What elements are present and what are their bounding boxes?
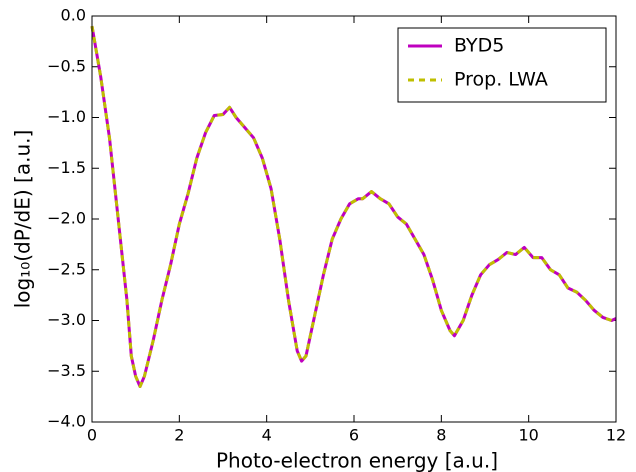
legend-label: BYD5	[454, 35, 504, 57]
y-tick-label: 0.0	[61, 6, 86, 25]
x-axis-label: Photo-electron energy [a.u.]	[216, 449, 498, 472]
y-tick-label: −4.0	[47, 412, 86, 431]
data-line	[90, 25, 617, 388]
x-tick-label: 12	[606, 426, 626, 445]
x-tick-label: 8	[436, 426, 446, 445]
x-tick-label: 0	[87, 426, 97, 445]
legend-label: Prop. LWA	[454, 69, 548, 91]
y-tick-label: −2.5	[47, 259, 86, 278]
y-axis-label: log₁₀(dP/dE) [a.u.]	[11, 130, 35, 309]
x-tick-label: 10	[518, 426, 538, 445]
x-tick-label: 2	[174, 426, 184, 445]
y-tick-label: −3.5	[47, 361, 86, 380]
plot-frame	[91, 15, 617, 423]
x-tick-label: 6	[349, 426, 359, 445]
y-tick-label: −0.5	[47, 56, 86, 75]
y-tick-label: −1.0	[47, 107, 86, 126]
x-tick-label: 4	[262, 426, 272, 445]
y-tick-label: −1.5	[47, 158, 86, 177]
y-tick-label: −2.0	[47, 209, 86, 228]
y-tick-label: −3.0	[47, 310, 86, 329]
legend-box	[397, 27, 607, 103]
